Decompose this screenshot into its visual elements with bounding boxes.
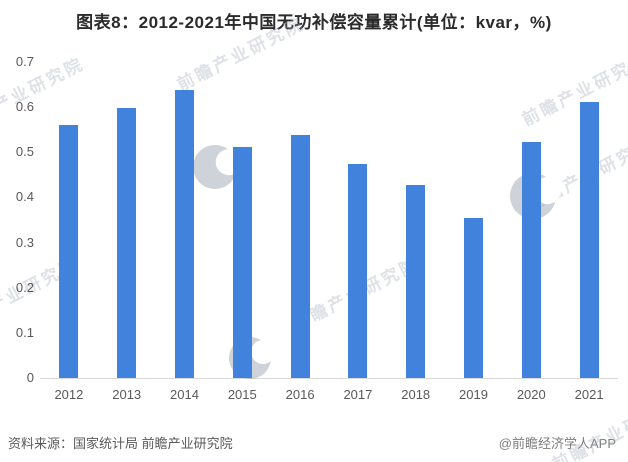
y-axis-tick-label: 0.5 xyxy=(15,144,34,160)
bar-2016 xyxy=(290,135,310,378)
y-axis-tick-label: 0.1 xyxy=(15,324,34,340)
y-axis-tick-label: 0.2 xyxy=(15,279,34,295)
x-axis-tick-label: 2017 xyxy=(343,387,373,402)
x-axis-tick-label: 2018 xyxy=(401,387,431,402)
bar-2017 xyxy=(348,164,368,378)
y-axis-tick-label: 0.7 xyxy=(15,54,34,69)
bar-2014 xyxy=(175,90,194,378)
x-axis-tick-label: 2014 xyxy=(170,387,199,402)
source-text: 资料来源：国家统计局 前瞻产业研究院 xyxy=(8,436,233,451)
chart-title: 图表8：2012-2021年中国无功补偿容量累计(单位：kvar，%) xyxy=(76,13,552,32)
x-axis-line xyxy=(40,378,618,379)
y-axis-tick-label: 0.6 xyxy=(15,99,34,115)
x-axis-tick-label: 2012 xyxy=(54,387,84,402)
bar-2012 xyxy=(59,125,79,378)
bar-2018 xyxy=(406,185,426,378)
bar-2015 xyxy=(232,147,252,378)
watermark-text: 前瞻产业研究院 xyxy=(519,49,628,130)
x-axis-tick-label: 2021 xyxy=(574,387,604,402)
x-axis-tick-label: 2016 xyxy=(285,387,315,402)
watermark-logo-icon xyxy=(193,145,237,189)
credit-text: @前瞻经济学人APP xyxy=(498,436,616,451)
x-axis-tick-label: 2013 xyxy=(112,387,142,402)
y-axis-tick-label: 0 xyxy=(26,370,34,385)
y-axis-tick-label: 0.3 xyxy=(15,234,34,250)
bar-2019 xyxy=(464,218,483,378)
bar-2021 xyxy=(579,102,599,378)
y-axis-tick-label: 0.4 xyxy=(15,189,34,205)
x-axis-tick-label: 2019 xyxy=(459,387,488,402)
bar-2013 xyxy=(117,108,137,378)
bar-2020 xyxy=(521,142,541,378)
x-axis-tick-label: 2015 xyxy=(227,387,257,402)
x-axis-tick-label: 2020 xyxy=(516,387,546,402)
